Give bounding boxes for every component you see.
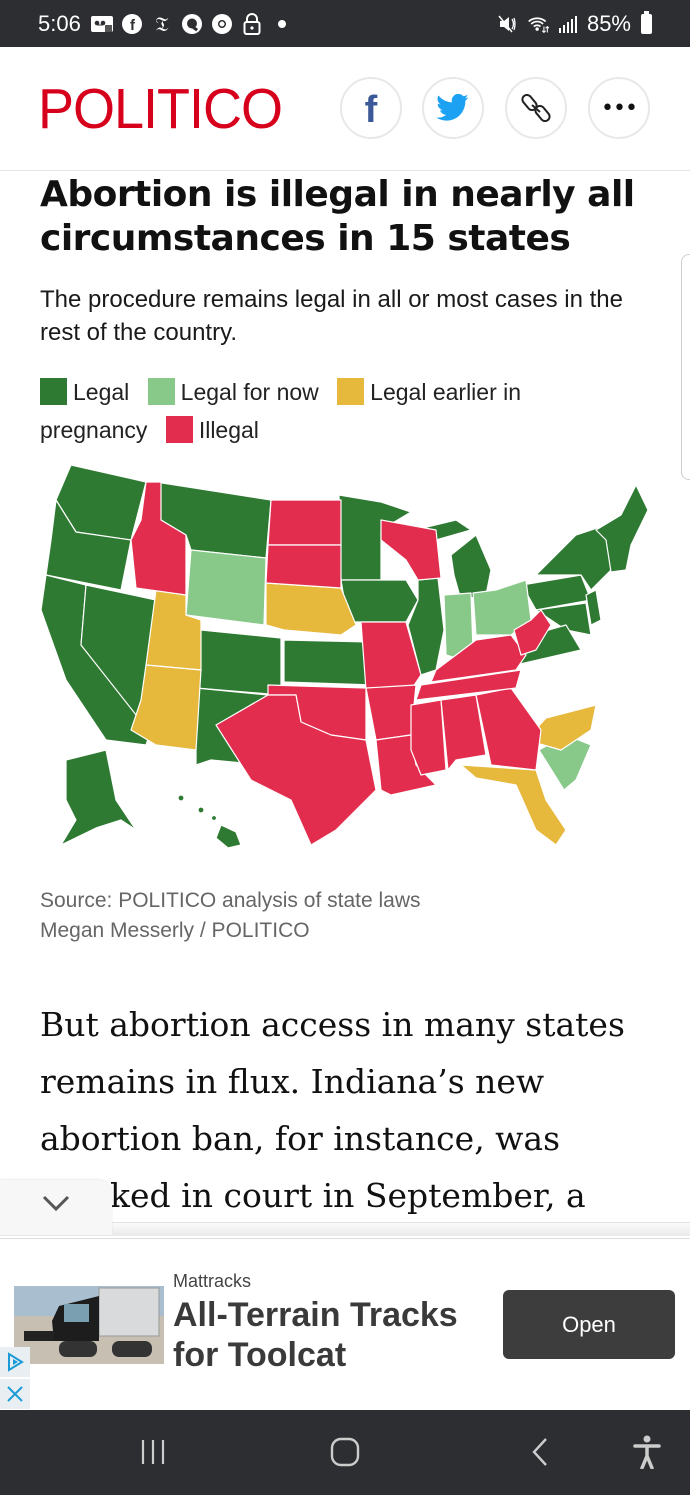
state-MI (450, 534, 492, 601)
state-ID (130, 481, 187, 596)
state-HI-islands (177, 794, 185, 802)
voicemail-icon (90, 13, 113, 35)
status-bar: 5:06 f 𝔗 85% (0, 0, 690, 47)
state-NJ (585, 589, 602, 626)
status-time: 5:06 (38, 10, 81, 36)
state-AZ (130, 664, 202, 751)
state-KY (430, 634, 527, 683)
state-NE (265, 582, 357, 636)
facebook-icon: f (121, 13, 143, 35)
lock-icon (241, 12, 263, 35)
map-legend: Legal Legal for now Legal earlier in pre… (40, 373, 600, 449)
us-map (36, 460, 656, 860)
state-AL (440, 694, 487, 771)
state-TX (215, 694, 377, 846)
legend-item-legal-for-now: Legal for now (147, 378, 319, 405)
politico-logo[interactable]: POLITICO (38, 77, 283, 140)
system-status: 85% (497, 10, 652, 37)
close-icon (7, 1386, 23, 1402)
legal-earlier-swatch (337, 378, 365, 405)
state-AK (60, 749, 137, 846)
graphic-source: Source: POLITICO analysis of state laws … (40, 886, 420, 946)
state-New-England (595, 484, 649, 573)
ad-title[interactable]: All-Terrain Tracks for Toolcat (173, 1296, 458, 1374)
ad-top-strip (0, 1222, 690, 1236)
state-FL (460, 764, 567, 846)
state-MS (410, 699, 447, 776)
state-WV (513, 609, 552, 656)
credit-line: Megan Messerly / POLITICO (40, 919, 310, 942)
notification-icons: f 𝔗 (90, 11, 293, 36)
state-MD-DE (535, 602, 592, 636)
article-body: But abortion access in many states remai… (40, 996, 640, 1224)
state-TN (415, 669, 522, 701)
source-line: Source: POLITICO analysis of state laws (40, 889, 421, 912)
ad-collapse-button[interactable] (0, 1180, 112, 1235)
recent-apps-icon (141, 1440, 165, 1464)
illegal-swatch (165, 416, 193, 443)
accessibility-icon (633, 1435, 661, 1469)
android-nav-bar (0, 1410, 690, 1495)
back-icon (532, 1438, 547, 1466)
chrome-icon (211, 13, 233, 35)
home-icon (330, 1437, 360, 1467)
state-NC (525, 704, 597, 751)
home-button[interactable] (327, 1432, 363, 1472)
legal-for-now-states (185, 549, 592, 791)
battery-icon (641, 10, 652, 34)
link-icon (521, 93, 551, 123)
site-header: POLITICO f ••• (0, 47, 690, 171)
state-WY (185, 549, 267, 626)
state-IL (407, 577, 445, 676)
state-KS (283, 639, 375, 686)
legal-earlier-states (130, 582, 597, 846)
state-OR (45, 499, 132, 591)
copy-link-button[interactable] (505, 77, 567, 139)
signal-icon (557, 13, 579, 35)
facebook-icon: f (364, 89, 378, 131)
chevron-down-icon (42, 1195, 70, 1212)
battery-percent: 85% (586, 10, 631, 36)
graphic-headline: Abortion is illegal in nearly all circum… (40, 174, 635, 259)
wifi-icon (527, 13, 549, 35)
facebook-share-button[interactable]: f (340, 77, 402, 139)
twitter-share-button[interactable] (422, 77, 484, 139)
state-GA (475, 687, 542, 771)
state-ND (267, 499, 342, 546)
graphic-container: Abortion is illegal in nearly all circum… (40, 171, 640, 449)
ad-close-button[interactable] (0, 1379, 30, 1409)
ad-open-button[interactable]: Open (503, 1290, 675, 1359)
scroll-indicator[interactable] (681, 254, 690, 480)
recent-apps-button[interactable] (135, 1432, 171, 1472)
state-MO (360, 621, 422, 691)
mute-icon (497, 13, 519, 35)
illegal-states (130, 481, 552, 846)
accessibility-button[interactable] (630, 1432, 664, 1472)
adchoices-button[interactable] (0, 1347, 30, 1377)
legal-for-now-swatch (147, 378, 175, 405)
state-HI (215, 824, 242, 849)
legend-item-legal: Legal (40, 378, 129, 405)
legal-swatch (40, 378, 67, 405)
quora-icon (181, 13, 203, 35)
article-paragraph: But abortion access in many states remai… (40, 1005, 625, 1215)
more-icon: ••• (601, 95, 638, 121)
adchoices-icon (8, 1352, 24, 1372)
legend-item-legal-earlier: Legal earlier in pregnancy (40, 378, 522, 443)
dot-icon (271, 13, 293, 35)
ad-banner[interactable]: Mattracks All-Terrain Tracks for Toolcat… (0, 1238, 690, 1409)
ad-brand: Mattracks (173, 1271, 252, 1291)
twitter-icon (436, 94, 469, 121)
ad-image[interactable] (14, 1286, 164, 1364)
state-SD (265, 544, 342, 589)
back-button[interactable] (525, 1432, 555, 1472)
nytimes-icon: 𝔗 (155, 11, 169, 36)
state-AR (365, 684, 417, 741)
svg-text:f: f (130, 17, 136, 34)
state-WI (380, 519, 442, 581)
legend-item-illegal: Illegal (165, 416, 259, 443)
graphic-subtitle: The procedure remains legal in all or mo… (40, 286, 623, 346)
more-options-button[interactable]: ••• (588, 77, 650, 139)
